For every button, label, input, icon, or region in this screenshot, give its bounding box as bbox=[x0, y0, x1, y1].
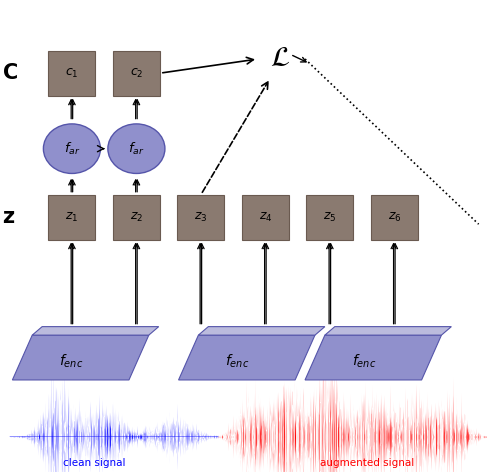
FancyBboxPatch shape bbox=[307, 194, 353, 239]
Text: $z_5$: $z_5$ bbox=[323, 211, 337, 224]
Text: $\mathbf{z}$: $\mathbf{z}$ bbox=[2, 207, 15, 227]
Text: $f_{enc}$: $f_{enc}$ bbox=[59, 353, 83, 370]
Polygon shape bbox=[179, 335, 315, 380]
FancyBboxPatch shape bbox=[48, 194, 95, 239]
Polygon shape bbox=[32, 327, 159, 335]
FancyBboxPatch shape bbox=[178, 194, 224, 239]
Text: $f_{ar}$: $f_{ar}$ bbox=[128, 141, 145, 157]
Text: $\mathcal{L}$: $\mathcal{L}$ bbox=[270, 45, 290, 73]
FancyBboxPatch shape bbox=[113, 51, 160, 95]
Text: $z_6$: $z_6$ bbox=[387, 211, 401, 224]
Ellipse shape bbox=[44, 124, 100, 173]
Polygon shape bbox=[325, 327, 451, 335]
Text: augmented signal: augmented signal bbox=[320, 458, 414, 468]
Polygon shape bbox=[305, 335, 441, 380]
Text: clean signal: clean signal bbox=[63, 458, 125, 468]
Ellipse shape bbox=[108, 124, 165, 173]
Text: $f_{enc}$: $f_{enc}$ bbox=[352, 353, 376, 370]
Text: $c_2$: $c_2$ bbox=[129, 67, 143, 80]
FancyBboxPatch shape bbox=[242, 194, 289, 239]
Text: $c_1$: $c_1$ bbox=[65, 67, 79, 80]
Polygon shape bbox=[198, 327, 325, 335]
Text: $f_{enc}$: $f_{enc}$ bbox=[225, 353, 249, 370]
Text: $z_1$: $z_1$ bbox=[65, 211, 78, 224]
Polygon shape bbox=[12, 335, 149, 380]
Text: $f_{ar}$: $f_{ar}$ bbox=[63, 141, 80, 157]
Text: $z_3$: $z_3$ bbox=[194, 211, 208, 224]
FancyBboxPatch shape bbox=[371, 194, 418, 239]
Text: $z_2$: $z_2$ bbox=[130, 211, 143, 224]
Text: $\mathbf{C}$: $\mathbf{C}$ bbox=[2, 63, 18, 83]
FancyBboxPatch shape bbox=[48, 51, 95, 95]
FancyBboxPatch shape bbox=[113, 194, 160, 239]
Text: $z_4$: $z_4$ bbox=[258, 211, 272, 224]
